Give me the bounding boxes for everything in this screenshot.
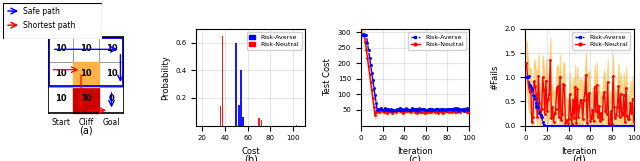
Text: (c): (c) <box>408 155 422 161</box>
Text: Shortest path: Shortest path <box>23 21 76 30</box>
Text: 10: 10 <box>55 94 67 103</box>
Bar <box>48 37 124 113</box>
Bar <box>260 120 262 126</box>
Legend: Risk-Averse, Risk-Neutral: Risk-Averse, Risk-Neutral <box>246 32 301 50</box>
X-axis label: Iteration: Iteration <box>397 147 433 156</box>
Y-axis label: #Fails: #Fails <box>490 65 499 90</box>
Y-axis label: Probability: Probability <box>161 55 170 100</box>
X-axis label: Cost: Cost <box>241 147 260 156</box>
Bar <box>220 106 221 126</box>
Text: (a): (a) <box>79 125 93 135</box>
Text: 10: 10 <box>80 69 92 78</box>
X-axis label: Iteration: Iteration <box>562 147 597 156</box>
Text: 30: 30 <box>81 94 92 103</box>
Legend: Risk-Averse, Risk-Neutral: Risk-Averse, Risk-Neutral <box>572 32 630 50</box>
Bar <box>222 36 223 126</box>
Bar <box>236 43 237 126</box>
Bar <box>296 125 298 126</box>
Text: 10: 10 <box>55 69 67 78</box>
Text: 10: 10 <box>106 69 117 78</box>
Text: 10: 10 <box>80 43 92 52</box>
Text: (b): (b) <box>244 155 257 161</box>
Legend: Risk-Averse, Risk-Neutral: Risk-Averse, Risk-Neutral <box>408 32 466 50</box>
Bar <box>237 105 239 126</box>
Text: Goal: Goal <box>103 118 120 128</box>
Text: Cliff: Cliff <box>79 118 93 128</box>
Text: 10: 10 <box>106 43 117 52</box>
Text: 10: 10 <box>55 43 67 52</box>
Bar <box>259 118 260 126</box>
Text: Start: Start <box>51 118 70 128</box>
Bar <box>240 70 242 126</box>
Text: Safe path: Safe path <box>23 6 60 15</box>
Bar <box>242 117 244 126</box>
Text: 0: 0 <box>109 94 115 103</box>
Bar <box>74 87 99 113</box>
Bar <box>74 62 99 87</box>
Text: (d): (d) <box>573 155 586 161</box>
FancyBboxPatch shape <box>3 3 102 39</box>
Y-axis label: Test Cost: Test Cost <box>323 58 332 96</box>
